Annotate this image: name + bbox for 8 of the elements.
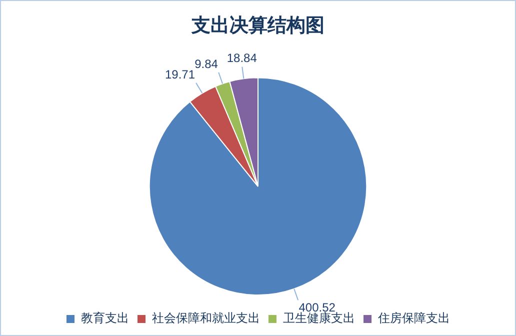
data-label: 18.84 <box>226 51 258 66</box>
legend-label: 卫生健康支出 <box>283 311 355 326</box>
legend-label: 教育支出 <box>81 311 129 326</box>
data-label: 19.71 <box>164 67 196 82</box>
chart-title: 支出决算结构图 <box>190 14 324 36</box>
data-label: 9.84 <box>194 56 218 71</box>
legend-label: 住房保障支出 <box>377 311 450 326</box>
legend-label: 社会保障和就业支出 <box>152 311 260 326</box>
